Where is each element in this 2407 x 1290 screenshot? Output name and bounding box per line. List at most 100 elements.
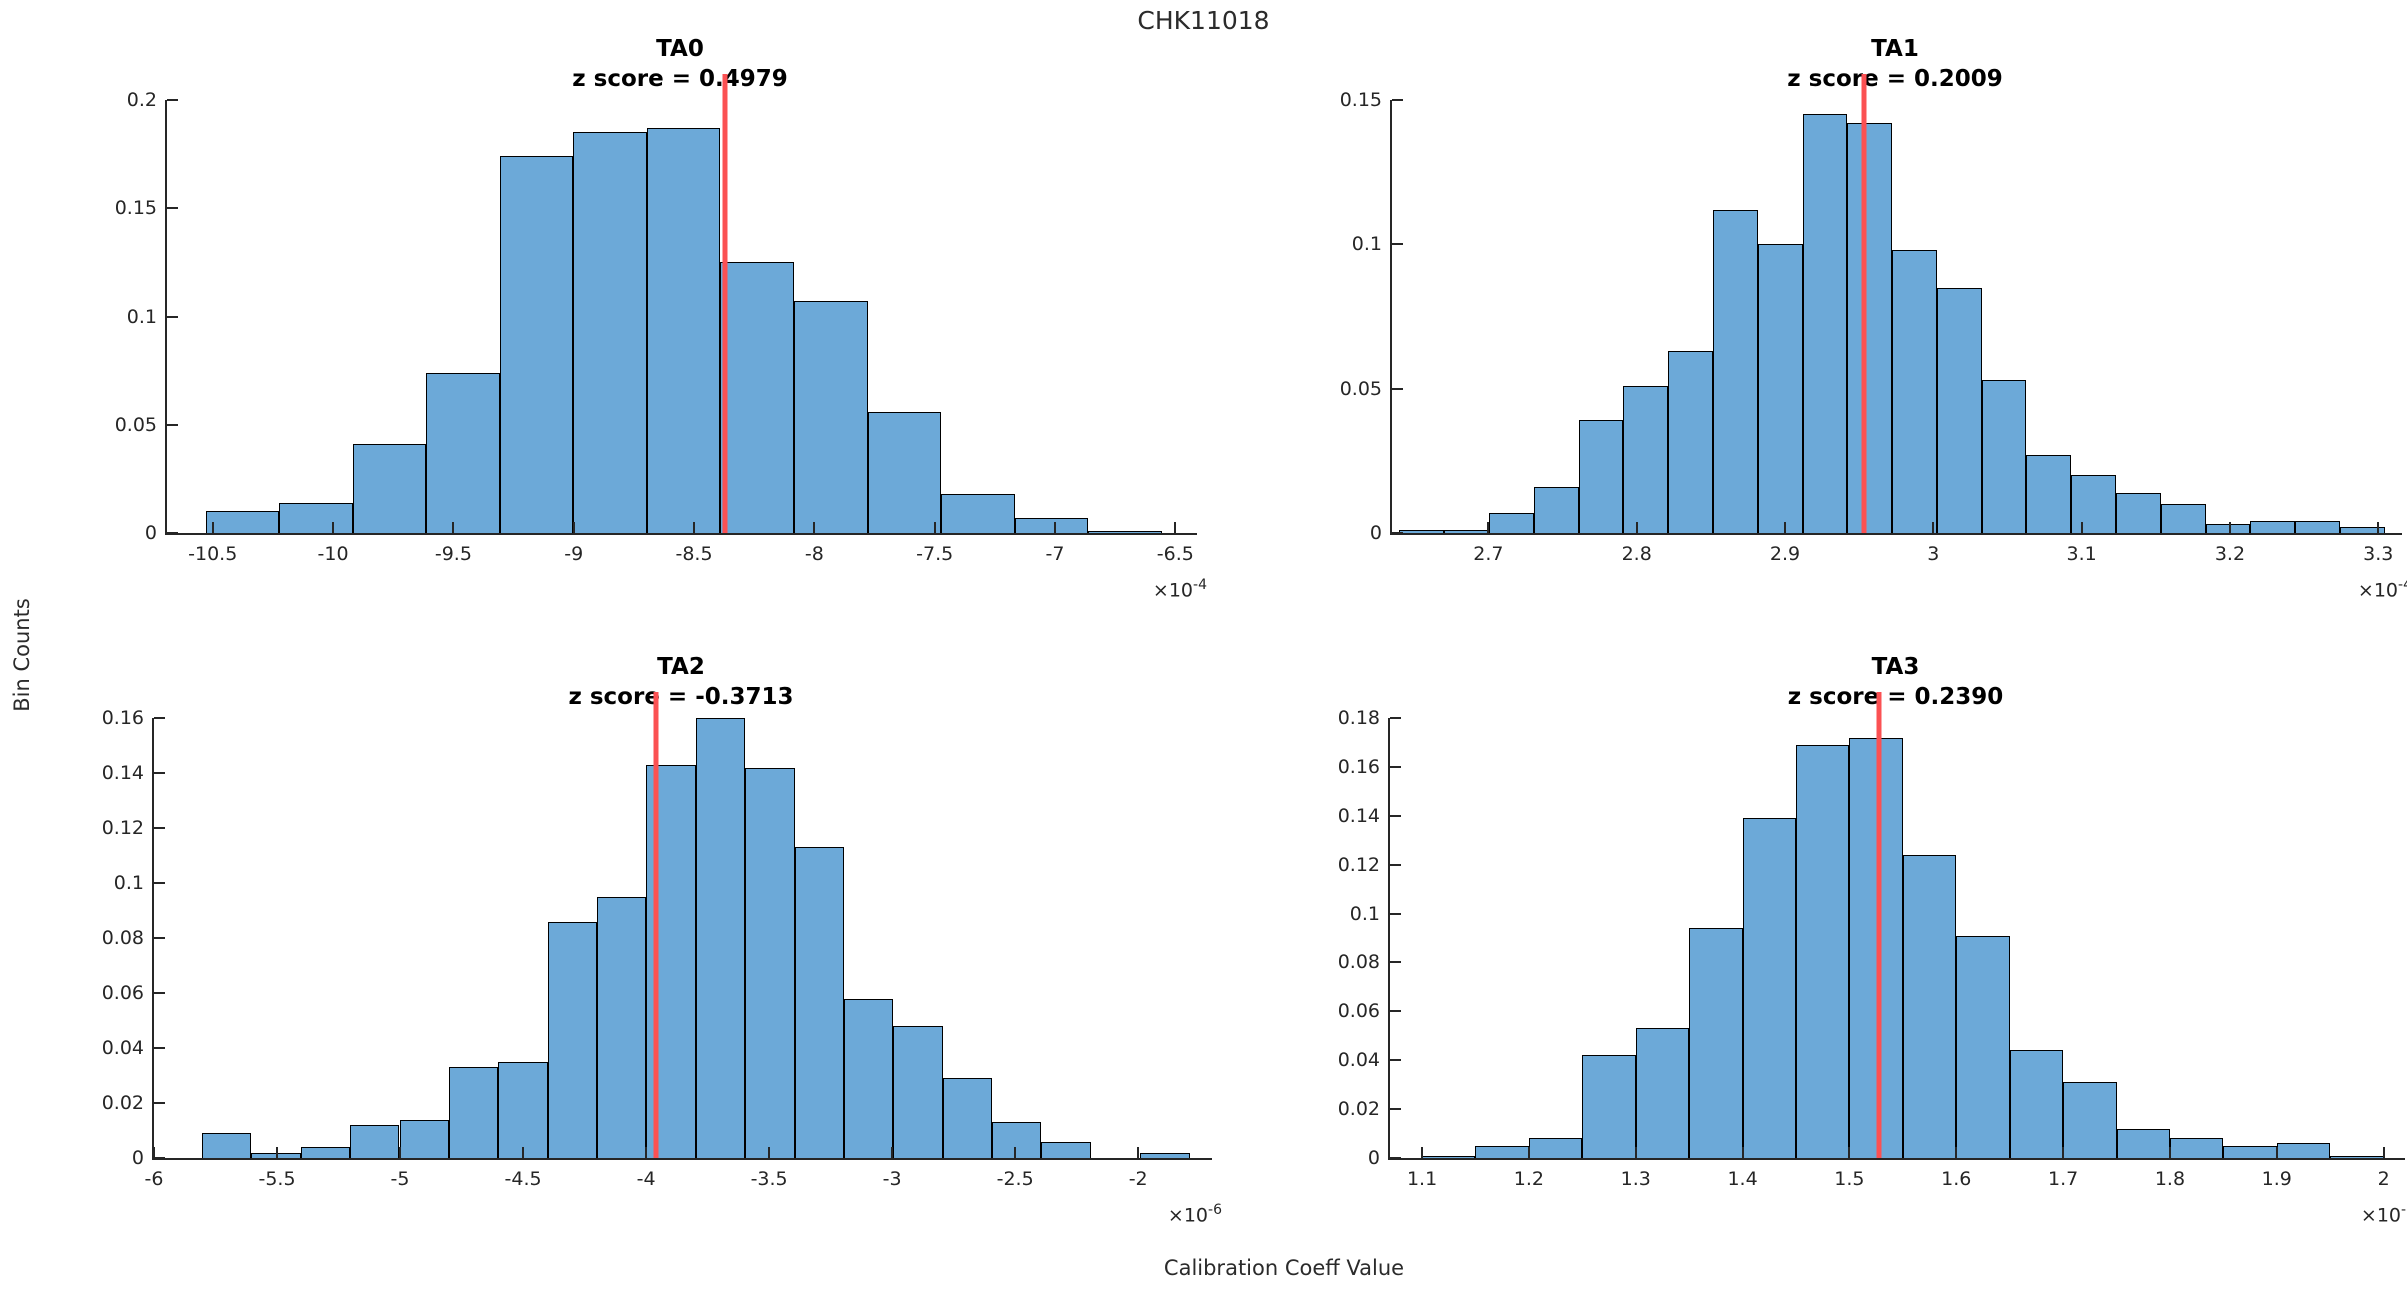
histogram-bar: [1475, 1145, 1529, 1158]
histogram-bar: [720, 262, 795, 533]
y-tick-label: 0.1: [113, 872, 144, 894]
x-tick-label: -4.5: [504, 1168, 542, 1190]
x-tick-mark: [2377, 522, 2380, 533]
x-tick-label: -9.5: [434, 543, 472, 565]
x-tick-mark: [332, 522, 335, 533]
x-tick-mark: [2168, 1147, 2171, 1158]
x-tick-label: -10: [317, 543, 349, 565]
histogram-bar: [2223, 1145, 2277, 1158]
y-tick-label: 0.12: [1337, 853, 1380, 876]
histogram-bar: [1578, 420, 1624, 533]
histogram-bar: [399, 1119, 449, 1158]
x-tick-label: 1.5: [1834, 1168, 1865, 1190]
x-tick-mark: [1932, 522, 1935, 533]
histogram-bar: [1422, 1155, 1476, 1158]
histogram-bar: [2160, 504, 2206, 533]
y-tick-label: 0.05: [1339, 377, 1382, 400]
x-tick-label: -7: [1045, 543, 1065, 565]
x-tick-mark: [1784, 522, 1787, 533]
histogram-bar: [2026, 455, 2072, 533]
y-tick-label: 0.04: [1337, 1049, 1380, 1072]
subplot-title: TA0: [656, 36, 704, 62]
y-tick-mark: [154, 937, 165, 939]
subplot-zscore-label: z score = 0.2009: [1787, 66, 2003, 92]
histogram-bar: [1444, 530, 1489, 533]
y-axis-label: Bin Counts: [10, 598, 34, 712]
y-tick-mark: [167, 99, 178, 101]
histogram-bar: [1088, 530, 1162, 533]
subplot-zscore-label: z score = -0.3713: [568, 684, 794, 710]
x-tick-mark: [211, 522, 214, 533]
histogram-bar: [2063, 1082, 2117, 1158]
x-tick-mark: [1174, 522, 1177, 533]
histogram-bar: [941, 494, 1015, 533]
x-tick-label: 1.6: [1941, 1168, 1972, 1190]
histogram-bar: [1582, 1055, 1636, 1158]
y-tick-mark: [1390, 1108, 1401, 1111]
x-tick-mark: [1955, 1147, 1958, 1158]
histogram-bar: [1742, 818, 1796, 1158]
y-tick-label: 0.1: [126, 305, 157, 328]
histogram-bar: [2116, 492, 2161, 533]
histogram-bar: [1399, 530, 1445, 533]
y-tick-label: 0.02: [1337, 1098, 1380, 1121]
y-tick-mark: [1392, 532, 1403, 534]
y-tick-label: 0.14: [1337, 804, 1380, 827]
histogram-bar: [1635, 1028, 1690, 1158]
y-tick-label: 0.1: [1349, 902, 1380, 925]
histogram-bar: [573, 132, 647, 533]
x-tick-label: -4: [636, 1168, 656, 1190]
x-tick-mark: [1848, 1147, 1851, 1158]
histogram-bar: [1689, 928, 1743, 1158]
y-tick-label: 0.06: [1337, 1000, 1380, 1023]
y-tick-label: 0: [1367, 1147, 1380, 1169]
histogram-bar: [2276, 1143, 2331, 1158]
x-tick-label: 3.2: [2214, 543, 2246, 565]
y-tick-mark: [167, 315, 178, 318]
exponent-power: -7: [2401, 1202, 2407, 1218]
y-tick-label: 0.15: [1339, 89, 1382, 111]
x-tick-mark: [693, 522, 696, 533]
y-tick-label: 0.1: [1351, 233, 1382, 256]
histogram-bar: [1623, 385, 1669, 533]
x-tick-label: 2: [2377, 1168, 2390, 1190]
x-tick-label: 3: [1927, 543, 1940, 565]
figure-title: CHK11018: [1137, 6, 1270, 35]
x-tick-mark: [522, 1147, 525, 1158]
subplot-zscore-label: z score = 0.4979: [572, 66, 788, 92]
plot-area: 1.1 1.2 1.3 1.4 1.5 1.6 1.7 1.8 1.9 2 0 0.02 0.04 0.0…: [1338, 691, 2405, 1190]
histogram-bar: [1668, 351, 1713, 533]
y-tick-label: 0.2: [126, 89, 157, 111]
exponent-base: ×10: [1152, 579, 1194, 602]
x-tick-mark: [1527, 1147, 1530, 1158]
histogram-bar: [794, 301, 868, 533]
y-tick-mark: [154, 1102, 165, 1104]
subplot-ta3: TA3 z score = 0.2390 1.1 1.2 1.3 1.4 1.5 1.6 1…: [1338, 654, 2407, 1226]
x-tick-mark: [933, 522, 936, 533]
x-tick-mark: [1487, 522, 1490, 533]
histogram-bar: [2169, 1138, 2224, 1158]
x-tick-label: 2.9: [1769, 543, 1801, 565]
exponent-power: -6: [1208, 1202, 1222, 1218]
y-tick-label: 0.04: [101, 1037, 144, 1059]
x-tick-label: -6: [144, 1168, 164, 1190]
x-tick-mark: [2062, 1147, 2065, 1158]
y-tick-mark: [1390, 814, 1401, 817]
subplot-ta0: TA0 z score = 0.4979 -10.5 -10 -9.5 -9 -8.5-…: [115, 36, 1207, 601]
x-tick-mark: [452, 522, 455, 533]
histogram-bar: [279, 502, 353, 533]
y-tick-mark: [1390, 961, 1401, 964]
histogram-bar: [1892, 250, 1937, 533]
histogram-bar: [794, 847, 844, 1158]
y-tick-mark: [1390, 765, 1401, 768]
axis-exponent-label: ×10-7: [2361, 1202, 2407, 1226]
z-score-marker-line: [722, 74, 728, 533]
histogram-bar: [1528, 1138, 1583, 1158]
histogram-bar: [2071, 475, 2117, 533]
histogram-bar: [350, 1125, 400, 1158]
x-tick-mark: [2080, 522, 2083, 533]
histogram-bar: [1014, 517, 1089, 533]
x-tick-label: 3.1: [2066, 543, 2097, 565]
exponent-base: ×10: [2357, 579, 2399, 602]
x-tick-mark: [2275, 1147, 2278, 1158]
